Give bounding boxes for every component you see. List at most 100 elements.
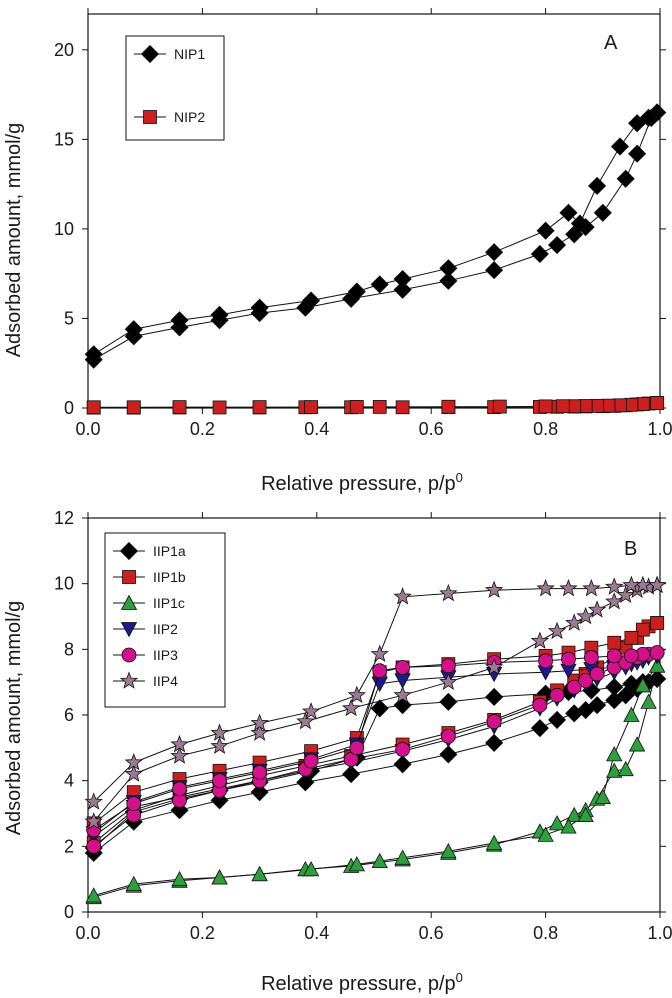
iip4-point [341,698,361,717]
iip1c-point [440,842,457,859]
nip1-point [530,244,549,264]
iip4-point [439,583,458,602]
iip3-point [395,659,411,675]
nip1-point [84,345,103,364]
iip3-point [532,697,548,713]
legend-label: NIP1 [174,46,205,62]
iip4-point [210,723,229,741]
legend-label: IIP1a [153,543,186,559]
legend-label: IIP1c [153,595,185,611]
x-tick-label: 0.6 [419,923,444,943]
panel-b-axes: 0.0 0.2 0.4 0.6 0.8 1.0 0 2 4 6 8 10 12 [54,508,672,943]
iip4-point [170,734,189,753]
iip3-point [566,679,582,695]
nip1-point [593,203,612,222]
iip4-point [250,713,269,731]
legend-marker [143,110,157,124]
iip3-point [86,838,102,854]
legend-label: IIP1b [153,569,186,585]
series-iip4 [84,575,667,830]
y-tick-label: 6 [64,705,74,725]
iip1c-point [594,788,611,804]
x-tick-label: 0.8 [533,923,558,943]
y-tick-label: 5 [64,308,74,328]
iip4-point [84,812,103,830]
iip4-point [301,702,321,720]
iip3-point [172,781,187,797]
iip1c-point [606,746,623,762]
nip1-point [485,261,504,280]
iip4-point [576,606,595,625]
iip1c-point [628,736,646,752]
panel-a: 0.0 0.2 0.4 0.6 0.8 1.0 0 5 10 15 20 NIP1 NIP2 A Ad… [3,8,672,495]
panel-b-xlabel-main: Relative pressure, p/p [261,973,456,995]
iip4-point [616,585,635,603]
iip4-point [170,746,189,764]
x-tick-label: 0.6 [419,419,444,439]
y-tick-label: 4 [64,771,74,791]
x-tick-label: 0.0 [75,923,100,943]
iip1b-point [624,630,639,645]
panel-a-xlabel-main: Relative pressure, p/p [261,473,456,495]
iip3-point [578,673,594,688]
iip1a-point [393,755,412,774]
iip3-point [440,728,456,744]
iip1c-point [211,869,228,885]
nip1-point [547,235,567,255]
iip3-point [252,765,268,780]
y-tick-label: 0 [64,902,74,922]
nip1-point [210,305,229,324]
nip1-point [628,114,647,133]
iip1a-point [605,678,624,697]
nip1-point [570,214,589,233]
legend-label: IIP2 [153,621,178,637]
panel-b-series [84,575,667,905]
panel-b-ylabel: Adsorbed amount, mmol/g [3,601,25,836]
iip4-point [370,644,389,663]
iip3-point [395,742,411,757]
x-tick-label: 0.2 [190,923,215,943]
iip1c-point [577,806,594,823]
iip1a-point [588,696,607,715]
y-tick-label: 8 [64,639,74,659]
iip3-point [649,645,665,661]
nip1-point [124,320,143,339]
iip1a-point [439,692,458,711]
iip1a-point [439,745,458,764]
legend-marker [122,570,136,584]
iip1a-point [530,719,549,738]
iip3-point [624,648,639,664]
panel-b-label: B [624,538,637,560]
nip1-point [393,280,412,299]
legend-label: IIP3 [153,647,178,663]
nip1-point [628,144,647,163]
iip1c-point [617,760,634,777]
iip1c-point [566,806,583,823]
iip3-point [486,714,502,729]
iip1c-point [85,887,102,903]
iip4-point [210,736,229,754]
iip3-point [212,773,227,789]
iip4-point [587,600,607,618]
legend-label: IIP4 [153,673,178,689]
iip1a-point [342,765,361,784]
nip2-point [538,399,553,414]
y-tick-label: 0 [64,398,74,418]
iip1a-point [622,674,641,693]
iip3-point [561,651,576,667]
iip4-point [565,613,584,631]
x-tick-label: 0.0 [75,419,100,439]
iip1c-point [606,762,623,778]
iip3-point [549,687,565,703]
x-tick-label: 1.0 [647,419,672,439]
panel-a-legend: NIP1 NIP2 [125,35,225,141]
iip3-point [126,796,142,812]
panel-a-label: A [604,32,618,54]
x-tick-label: 0.4 [304,923,329,943]
iip4-point [393,587,412,605]
nip2-point [395,400,410,415]
iip4-point [484,657,504,676]
legend-marker [120,594,138,610]
iip1c-point [348,856,366,872]
y-tick-label: 20 [54,40,74,60]
